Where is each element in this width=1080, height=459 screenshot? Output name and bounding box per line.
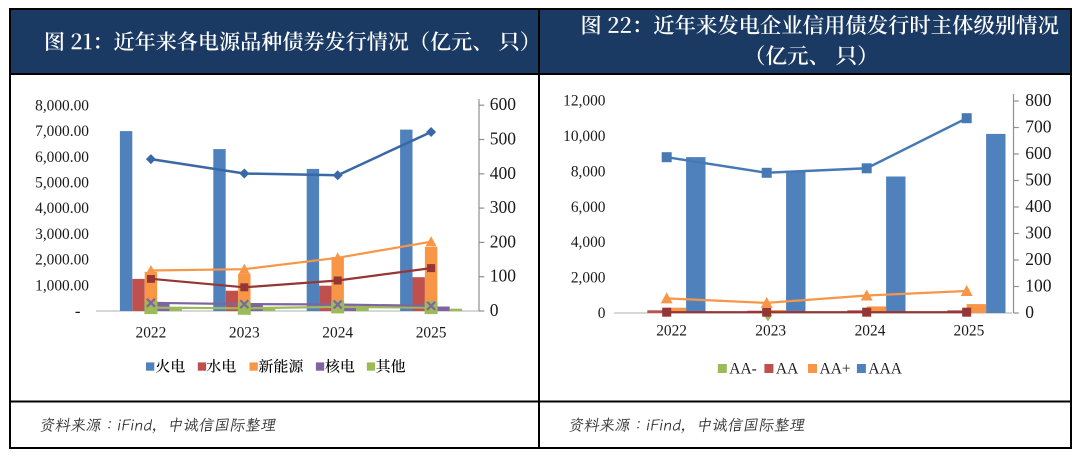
svg-text:8,000: 8,000 xyxy=(571,163,606,180)
svg-text:300: 300 xyxy=(1025,223,1052,243)
svg-text:200: 200 xyxy=(1025,249,1052,269)
svg-text:300: 300 xyxy=(490,197,517,217)
svg-text:12,000: 12,000 xyxy=(563,93,606,110)
svg-text:600: 600 xyxy=(490,94,517,114)
svg-text:4,000.00: 4,000.00 xyxy=(35,200,89,217)
svg-text:2023: 2023 xyxy=(755,323,786,340)
svg-text:AA: AA xyxy=(776,360,799,377)
svg-text:10,000: 10,000 xyxy=(563,128,606,145)
svg-text:2,000.00: 2,000.00 xyxy=(35,252,89,269)
svg-text:2023: 2023 xyxy=(229,325,260,342)
svg-text:500: 500 xyxy=(1025,170,1052,190)
svg-text:6,000: 6,000 xyxy=(571,199,606,216)
svg-text:200: 200 xyxy=(490,231,517,251)
svg-text:2,000: 2,000 xyxy=(571,270,606,287)
svg-text:AA-: AA- xyxy=(729,360,757,377)
svg-text:AA+: AA+ xyxy=(820,360,851,377)
svg-text:2024: 2024 xyxy=(855,323,886,340)
svg-text:2022: 2022 xyxy=(136,325,167,342)
svg-text:400: 400 xyxy=(1025,196,1052,216)
svg-text:3,000.00: 3,000.00 xyxy=(35,226,89,243)
svg-text:100: 100 xyxy=(490,266,517,286)
svg-text:2025: 2025 xyxy=(416,325,447,342)
svg-text:4,000: 4,000 xyxy=(571,234,606,251)
svg-text:0: 0 xyxy=(490,300,499,320)
svg-text:2024: 2024 xyxy=(322,325,353,342)
svg-text:600: 600 xyxy=(1025,143,1052,163)
svg-text:7,000.00: 7,000.00 xyxy=(35,123,89,140)
svg-text:-: - xyxy=(75,302,81,321)
svg-text:500: 500 xyxy=(490,129,517,149)
svg-text:400: 400 xyxy=(490,163,517,183)
svg-text:0: 0 xyxy=(1025,302,1034,322)
svg-text:AAA: AAA xyxy=(868,360,902,377)
svg-text:2025: 2025 xyxy=(954,323,985,340)
svg-text:1,000.00: 1,000.00 xyxy=(35,277,89,294)
svg-text:8,000.00: 8,000.00 xyxy=(35,97,89,114)
svg-text:5,000.00: 5,000.00 xyxy=(35,175,89,192)
svg-text:100: 100 xyxy=(1025,276,1052,296)
svg-text:700: 700 xyxy=(1025,117,1052,137)
svg-text:0: 0 xyxy=(598,305,606,322)
svg-text:6,000.00: 6,000.00 xyxy=(35,149,89,166)
svg-text:2022: 2022 xyxy=(656,323,687,340)
svg-text:800: 800 xyxy=(1025,90,1052,110)
